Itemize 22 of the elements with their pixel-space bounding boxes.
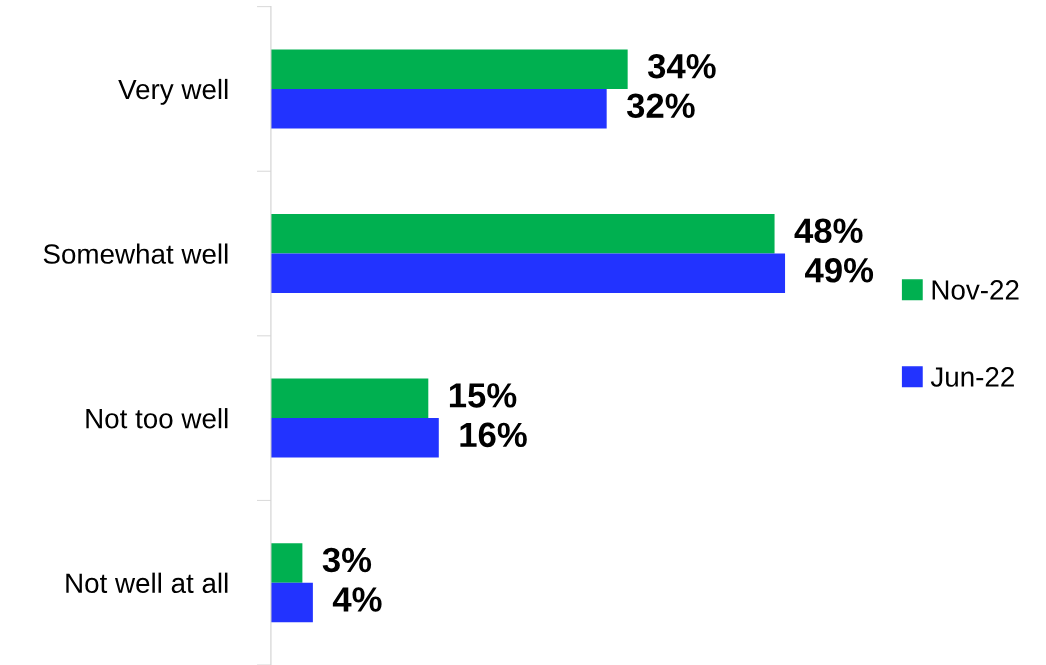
bar — [270, 88, 607, 129]
bar — [270, 378, 429, 419]
data-label: 16% — [460, 422, 527, 448]
data-label: 48% — [794, 218, 863, 244]
bar — [270, 49, 628, 89]
bar — [270, 418, 439, 458]
y-tick-label: Not too well — [86, 408, 228, 429]
data-label: 49% — [805, 258, 874, 283]
data-label: 15% — [449, 383, 517, 408]
legend-label: Nov-22 — [932, 280, 1019, 300]
y-tick-label: Somewhat well — [43, 243, 228, 264]
bar — [270, 253, 786, 294]
data-label: 32% — [626, 93, 695, 119]
legend-label: Jun-22 — [930, 367, 1014, 387]
data-label: 4% — [332, 587, 382, 612]
bar — [270, 582, 313, 623]
y-tick-label: Very well — [118, 78, 228, 105]
bar — [270, 543, 303, 583]
bar — [270, 214, 775, 254]
y-tick-label: Not well at all — [66, 572, 228, 594]
data-label: 3% — [322, 547, 372, 573]
data-label: 34% — [647, 53, 716, 79]
